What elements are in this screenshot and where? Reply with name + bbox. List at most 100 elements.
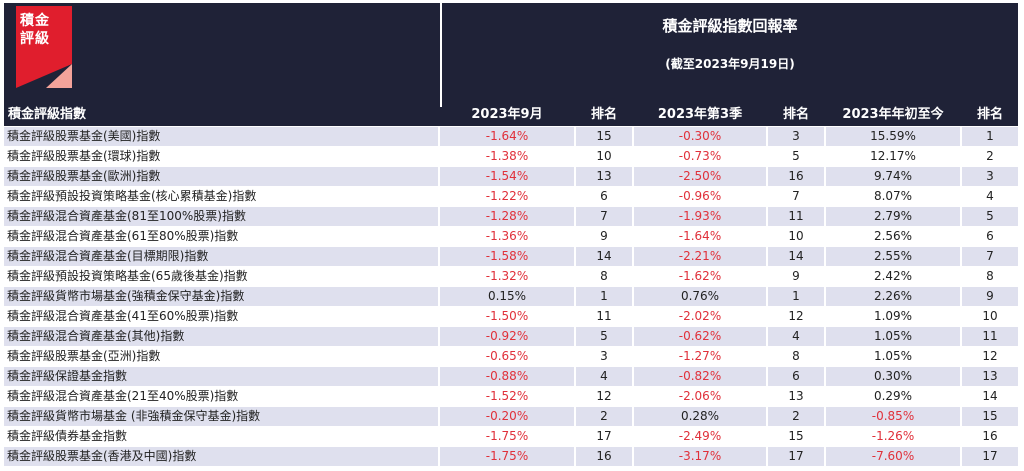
sep-rank-cell: 16 <box>576 447 632 466</box>
ytd-rank-cell: 15 <box>962 407 1018 426</box>
ytd-rank-cell: 13 <box>962 367 1018 386</box>
ytd-return-cell: 1.05% <box>826 327 960 346</box>
table-row: 積金評級預設投資策略基金(65歲後基金)指數 -1.32% 8 -1.62% 9 2.42… <box>4 267 1018 287</box>
sep-return-cell: -1.64% <box>440 127 574 146</box>
sep-return-cell: -0.88% <box>440 367 574 386</box>
ytd-return-cell: -7.60% <box>826 447 960 466</box>
ytd-rank-cell: 7 <box>962 247 1018 266</box>
ytd-return-cell: 2.56% <box>826 227 960 246</box>
q3-rank-cell: 4 <box>768 327 824 346</box>
sep-return-cell: -1.75% <box>440 427 574 446</box>
table-title: 積金評級指數回報率 <box>662 17 798 35</box>
column-header-index-name: 積金評級指數 <box>8 107 87 122</box>
table-row: 積金評級貨幣市場基金(強積金保守基金)指數 0.15% 1 0.76% 1 2.26% 9 <box>4 287 1018 307</box>
q3-rank-cell: 9 <box>768 267 824 286</box>
q3-rank-cell: 13 <box>768 387 824 406</box>
ytd-return-cell: 0.29% <box>826 387 960 406</box>
sep-return-cell: -1.36% <box>440 227 574 246</box>
index-name-cell: 積金評級股票基金(亞洲)指數 <box>4 347 438 366</box>
table-row: 積金評級混合資產基金(81至100%股票)指數 -1.28% 7 -1.93% 11 2.… <box>4 207 1018 227</box>
sep-rank-cell: 13 <box>576 167 632 186</box>
logo-shape <box>16 6 72 88</box>
column-header-sep-rank: 排名 <box>590 107 617 122</box>
ytd-return-cell: 2.26% <box>826 287 960 306</box>
q3-rank-cell: 1 <box>768 287 824 306</box>
q3-return-cell: 0.76% <box>634 287 766 306</box>
q3-return-cell: -0.96% <box>634 187 766 206</box>
sep-rank-cell: 11 <box>576 307 632 326</box>
table-row: 積金評級混合資產基金(其他)指數 -0.92% 5 -0.62% 4 1.05% 11 <box>4 327 1018 347</box>
sep-rank-cell: 17 <box>576 427 632 446</box>
table-body: 積金評級股票基金(美國)指數 -1.64% 15 -0.30% 3 15.59% 1 積金評級… <box>4 127 1018 467</box>
ytd-rank-cell: 12 <box>962 347 1018 366</box>
ytd-return-cell: 8.07% <box>826 187 960 206</box>
sep-rank-cell: 1 <box>576 287 632 306</box>
q3-return-cell: -1.93% <box>634 207 766 226</box>
q3-return-cell: -2.02% <box>634 307 766 326</box>
sep-return-cell: -1.38% <box>440 147 574 166</box>
q3-rank-cell: 17 <box>768 447 824 466</box>
q3-return-cell: -1.62% <box>634 267 766 286</box>
sep-return-cell: -0.92% <box>440 327 574 346</box>
q3-return-cell: -0.30% <box>634 127 766 146</box>
index-name-cell: 積金評級股票基金(美國)指數 <box>4 127 438 146</box>
sep-rank-cell: 9 <box>576 227 632 246</box>
table-row: 積金評級混合資產基金(21至40%股票)指數 -1.52% 12 -2.06% 13 0.… <box>4 387 1018 407</box>
table-row: 積金評級股票基金(亞洲)指數 -0.65% 3 -1.27% 8 1.05% 12 <box>4 347 1018 367</box>
ytd-return-cell: -0.85% <box>826 407 960 426</box>
sep-rank-cell: 4 <box>576 367 632 386</box>
sep-rank-cell: 14 <box>576 247 632 266</box>
table-header: 積金 評級 積金評級指數回報率 (截至2023年9月19日) <box>4 3 1018 126</box>
column-header-q3-return: 2023年第3季 <box>657 107 743 122</box>
sep-rank-cell: 15 <box>576 127 632 146</box>
ytd-rank-cell: 4 <box>962 187 1018 206</box>
column-header-sep-return: 2023年9月 <box>471 107 543 122</box>
q3-rank-cell: 10 <box>768 227 824 246</box>
ytd-return-cell: 1.09% <box>826 307 960 326</box>
sep-return-cell: -1.28% <box>440 207 574 226</box>
column-header-ytd-return: 2023年年初至今 <box>842 107 944 122</box>
ytd-rank-cell: 11 <box>962 327 1018 346</box>
q3-rank-cell: 7 <box>768 187 824 206</box>
sep-rank-cell: 6 <box>576 187 632 206</box>
ytd-rank-cell: 9 <box>962 287 1018 306</box>
sep-return-cell: -1.58% <box>440 247 574 266</box>
q3-return-cell: -2.21% <box>634 247 766 266</box>
q3-rank-cell: 11 <box>768 207 824 226</box>
index-name-cell: 積金評級混合資產基金(41至60%股票)指數 <box>4 307 438 326</box>
ytd-return-cell: 15.59% <box>826 127 960 146</box>
sep-rank-cell: 10 <box>576 147 632 166</box>
table-row: 積金評級股票基金(環球)指數 -1.38% 10 -0.73% 5 12.17% 2 <box>4 147 1018 167</box>
ytd-return-cell: 2.42% <box>826 267 960 286</box>
q3-return-cell: -2.49% <box>634 427 766 446</box>
sep-rank-cell: 12 <box>576 387 632 406</box>
ytd-rank-cell: 5 <box>962 207 1018 226</box>
index-name-cell: 積金評級預設投資策略基金(65歲後基金)指數 <box>4 267 438 286</box>
ytd-return-cell: 12.17% <box>826 147 960 166</box>
q3-rank-cell: 16 <box>768 167 824 186</box>
index-name-cell: 積金評級混合資產基金(61至80%股票)指數 <box>4 227 438 246</box>
sep-return-cell: -1.52% <box>440 387 574 406</box>
q3-rank-cell: 5 <box>768 147 824 166</box>
index-name-cell: 積金評級股票基金(歐洲)指數 <box>4 167 438 186</box>
index-name-cell: 積金評級保證基金指數 <box>4 367 438 386</box>
q3-return-cell: -1.64% <box>634 227 766 246</box>
index-name-cell: 積金評級債券基金指數 <box>4 427 438 446</box>
sep-return-cell: -1.32% <box>440 267 574 286</box>
sep-return-cell: 0.15% <box>440 287 574 306</box>
table-row: 積金評級預設投資策略基金(核心累積基金)指數 -1.22% 6 -0.96% 7 8.07… <box>4 187 1018 207</box>
table-row: 積金評級債券基金指數 -1.75% 17 -2.49% 15 -1.26% 16 <box>4 427 1018 447</box>
table-row: 積金評級股票基金(美國)指數 -1.64% 15 -0.30% 3 15.59% 1 <box>4 127 1018 147</box>
index-name-cell: 積金評級混合資產基金(目標期限)指數 <box>4 247 438 266</box>
ytd-rank-cell: 8 <box>962 267 1018 286</box>
q3-rank-cell: 3 <box>768 127 824 146</box>
sep-return-cell: -1.50% <box>440 307 574 326</box>
sep-return-cell: -1.22% <box>440 187 574 206</box>
q3-rank-cell: 15 <box>768 427 824 446</box>
index-name-cell: 積金評級混合資產基金(81至100%股票)指數 <box>4 207 438 226</box>
ytd-return-cell: 0.30% <box>826 367 960 386</box>
index-name-cell: 積金評級股票基金(環球)指數 <box>4 147 438 166</box>
table-subtitle: (截至2023年9月19日) <box>665 57 795 71</box>
ytd-rank-cell: 6 <box>962 227 1018 246</box>
q3-return-cell: -3.17% <box>634 447 766 466</box>
